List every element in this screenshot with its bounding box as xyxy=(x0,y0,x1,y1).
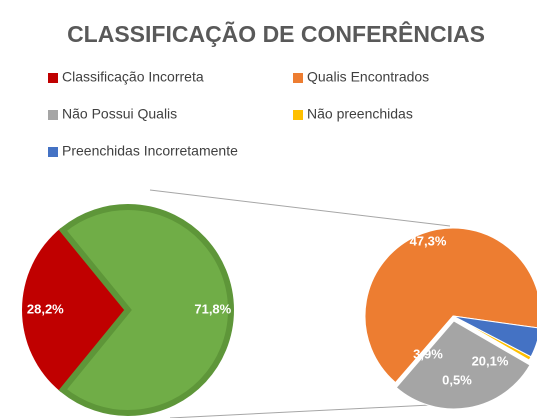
data-label: 20,1% xyxy=(472,353,509,368)
data-label: 47,3% xyxy=(410,233,447,248)
legend-label: Qualis Encontrados xyxy=(307,69,429,85)
chart-title: CLASSIFICAÇÃO DE CONFERÊNCIAS xyxy=(67,20,485,47)
pie-slice xyxy=(364,227,537,384)
pie-slice xyxy=(58,204,234,416)
legend-label: Preenchidas Incorretamente xyxy=(62,143,238,159)
connector-line xyxy=(149,189,451,227)
legend-swatch xyxy=(48,147,58,157)
legend-label: Não preenchidas xyxy=(307,106,413,122)
pie-slice xyxy=(22,227,129,393)
legend-swatch xyxy=(293,73,303,83)
legend-label: Classificação Incorreta xyxy=(62,69,204,85)
connector-line xyxy=(169,403,451,418)
data-label: 28,2% xyxy=(27,301,64,316)
legend-swatch xyxy=(293,110,303,120)
legend-label: Não Possui Qualis xyxy=(62,106,177,122)
data-label: 3,9% xyxy=(413,346,443,361)
legend-swatch xyxy=(48,110,58,120)
pie-slice xyxy=(395,320,531,410)
legend-swatch xyxy=(48,73,58,83)
data-label: 71,8% xyxy=(194,301,231,316)
data-label: 0,5% xyxy=(442,372,472,387)
